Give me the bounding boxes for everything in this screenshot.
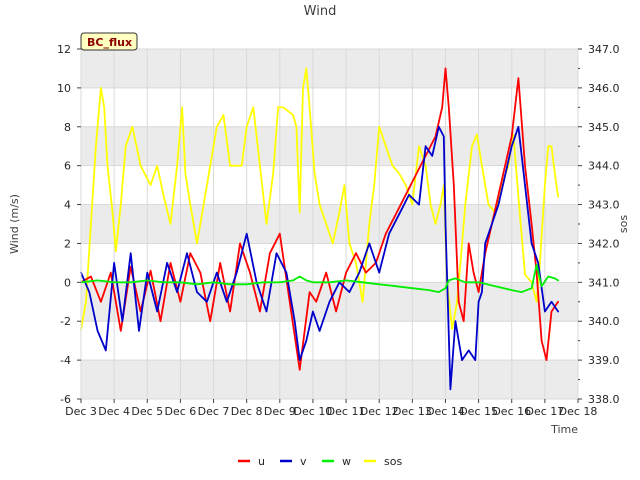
y2-tick-label: 341.0	[588, 276, 620, 289]
x-tick-label: Dec 13	[393, 405, 432, 418]
y-tick-label: 10	[57, 82, 71, 95]
legend-label-w: w	[342, 455, 351, 468]
y-tick-label: 0	[64, 276, 71, 289]
y2-tick-label: 340.0	[588, 315, 620, 328]
y-tick-label: 2	[64, 237, 71, 250]
x-tick-label: Dec 16	[492, 405, 531, 418]
y2-tick-label: 347.0	[588, 43, 620, 56]
x-tick-label: Dec 15	[459, 405, 498, 418]
y-tick-label: 4	[64, 199, 71, 212]
site-badge-box	[80, 32, 138, 51]
x-tick-label: Dec 4	[98, 405, 130, 418]
x-tick-label: Dec 18	[559, 405, 598, 418]
legend-label-sos: sos	[384, 455, 402, 468]
series-line-sos	[80, 67, 559, 330]
y-tick-label: 8	[64, 121, 71, 134]
background-band	[81, 49, 578, 88]
y2-tick-label: 343.0	[588, 199, 620, 212]
y-tick-label: 12	[57, 43, 71, 56]
series-layer	[80, 67, 559, 391]
x-tick-label: Dec 9	[264, 405, 296, 418]
series-line-w	[80, 263, 559, 294]
background-bands	[81, 49, 578, 399]
y2-tick-label: 345.0	[588, 121, 620, 134]
y2-tick-label: 339.0	[588, 354, 620, 367]
site-badge: BC_flux	[80, 32, 138, 51]
x-tick-label: Dec 11	[327, 405, 366, 418]
y2-tick-label: 344.0	[588, 160, 620, 173]
legend: u v w sos	[238, 455, 402, 468]
x-tick-label: Dec 6	[165, 405, 197, 418]
background-band	[81, 360, 578, 399]
x-tick-label: Dec 14	[426, 405, 465, 418]
y2-tick-label: 346.0	[588, 82, 620, 95]
series-line-v	[80, 125, 559, 391]
x-tick-label: Dec 12	[360, 405, 399, 418]
chart-title: Wind	[304, 4, 337, 19]
x-tick-label: Dec 17	[525, 405, 564, 418]
y-tick-label: -4	[60, 354, 71, 367]
x-tick-label: Dec 8	[231, 405, 263, 418]
legend-label-v: v	[300, 455, 307, 468]
y2-tick-label: 338.0	[588, 393, 620, 406]
y-tick-label: -6	[60, 393, 71, 406]
background-band	[81, 204, 578, 244]
x-axis-title: Time	[550, 423, 578, 436]
x-tick-label: Dec 7	[198, 405, 230, 418]
y-axis-left: -6 -4 -2 0 2 4 6 8 10 12	[57, 43, 81, 406]
y-tick-label: -2	[60, 315, 71, 328]
y-tick-label: 6	[64, 160, 71, 173]
y2-tick-label: 342.0	[588, 237, 620, 250]
y2-axis-title: sos	[617, 215, 630, 233]
site-badge-label: BC_flux	[87, 36, 132, 49]
x-tick-label: Dec 10	[294, 405, 333, 418]
y-axis-right: 338.0 339.0 340.0 341.0 342.0 343.0 344.0 345.0…	[578, 43, 620, 406]
background-band	[81, 126, 578, 166]
x-tick-label: Dec 3	[65, 405, 97, 418]
legend-label-u: u	[258, 455, 265, 468]
y-axis-title: Wind (m/s)	[8, 194, 21, 254]
x-tick-label: Dec 5	[131, 405, 163, 418]
